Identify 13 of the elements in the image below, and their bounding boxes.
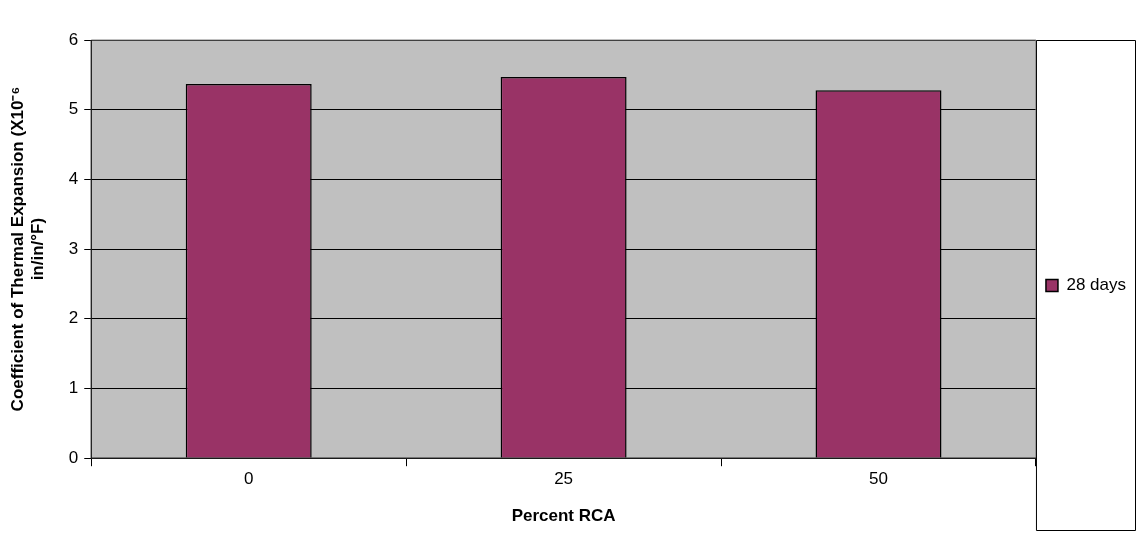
y-tick-label: 3 bbox=[68, 238, 79, 258]
x-tick-label: 25 bbox=[554, 469, 574, 489]
x-tick-label: 50 bbox=[869, 469, 888, 489]
x-axis-title: Percent RCA bbox=[511, 506, 616, 526]
y-axis-title: Coefficient of Thermal Expansion (X10⁻⁶ in/in/°F) bbox=[7, 86, 48, 412]
x-tick-label: 0 bbox=[243, 469, 254, 489]
y-tick-label: 6 bbox=[68, 29, 79, 49]
legend-label: 28 days bbox=[1066, 275, 1127, 295]
y-tick-label: 1 bbox=[68, 378, 79, 398]
y-tick-label: 0 bbox=[68, 447, 79, 467]
y-tick-label: 4 bbox=[68, 169, 79, 189]
y-tick-label: 2 bbox=[68, 308, 79, 328]
y-tick-label: 5 bbox=[68, 99, 79, 119]
